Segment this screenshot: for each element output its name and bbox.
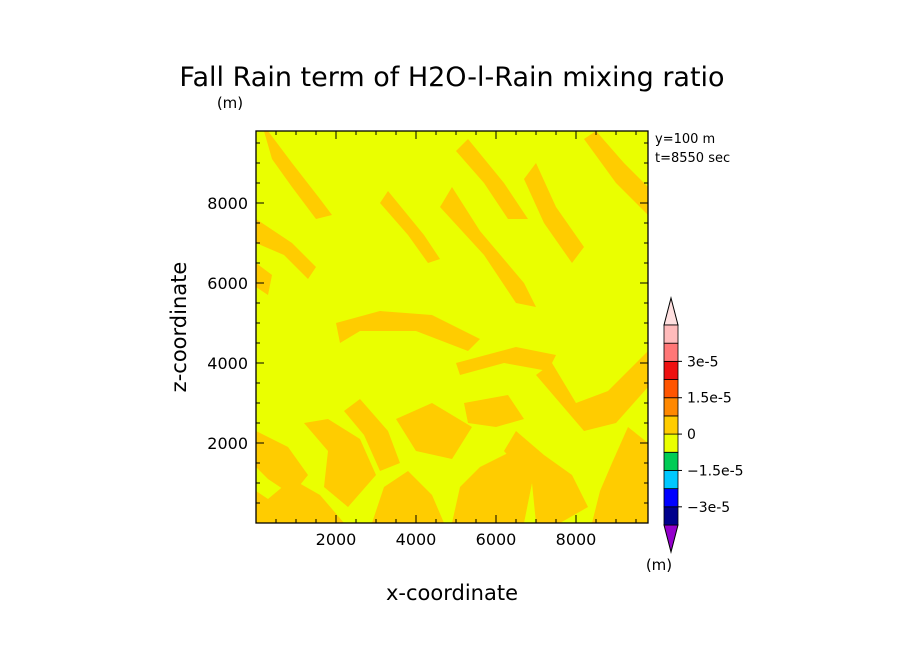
colorbar-swatch [663, 470, 679, 490]
colorbar-swatch [663, 360, 679, 380]
field-patch [380, 191, 440, 263]
x-axis-label: x-coordinate [386, 581, 518, 605]
colorbar-label: −3e-5 [687, 500, 730, 516]
field-patch [504, 431, 588, 523]
plot-frame [255, 130, 649, 524]
annotation-y: y=100 m [655, 132, 715, 147]
field-patch [264, 131, 332, 219]
colorbar-label: 1.5e-5 [687, 391, 732, 407]
y-tick-label: 2000 [207, 434, 248, 453]
field-patch [336, 311, 480, 351]
colorbar: 3e-5 1.5e-5 0 −1.5e-5 −3e-5 [663, 296, 744, 554]
field-patch [256, 263, 272, 295]
colorbar-swatch [663, 397, 679, 417]
colorbar-label: 0 [687, 427, 696, 443]
y-tick-label: 6000 [207, 274, 248, 293]
x-tick-label: 4000 [396, 530, 437, 549]
y-tick-label: 4000 [207, 354, 248, 373]
field-patch [524, 163, 584, 263]
y-tick-label: 8000 [207, 194, 248, 213]
field-patch [256, 219, 316, 279]
field-patch [304, 419, 376, 507]
colorbar-label: 3e-5 [687, 354, 718, 370]
field-patch [376, 499, 416, 523]
chart-title: Fall Rain term of H2O-l-Rain mixing rati… [179, 62, 724, 93]
field-patch [584, 131, 648, 215]
x-tick-label: 6000 [476, 530, 517, 549]
field-patch [256, 431, 308, 495]
colorbar-swatch [663, 379, 679, 399]
y-axis-label: z-coordinate [167, 262, 191, 393]
x-tick-label: 8000 [556, 530, 597, 549]
field-patch [536, 351, 648, 431]
field-patch [592, 427, 648, 523]
colorbar-swatch [663, 433, 679, 453]
units-label: (m) [217, 94, 243, 112]
field-patch [452, 451, 532, 523]
field-patch [464, 395, 524, 427]
y-axis: 2000 4000 6000 8000 [207, 142, 648, 504]
colorbar-label: −1.5e-5 [687, 463, 744, 479]
colorbar-units-label: (m) [646, 556, 672, 574]
x-tick-label: 2000 [316, 530, 357, 549]
colorbar-swatch [663, 488, 679, 508]
colorbar-swatch [663, 342, 679, 362]
colorbar-swatch [663, 415, 679, 435]
field-patch [256, 479, 344, 523]
field-patches [256, 131, 648, 523]
x-axis: 2000 4000 6000 8000 [275, 131, 637, 549]
field-patch [440, 187, 536, 307]
colorbar-swatch [663, 506, 679, 526]
colorbar-swatch [663, 324, 679, 344]
field-patch [344, 399, 400, 471]
colorbar-upper-arrow [663, 296, 679, 326]
field-patch [456, 347, 556, 375]
field-patch [396, 403, 472, 459]
colorbar-lower-arrow [663, 524, 679, 554]
field-patch [456, 139, 528, 219]
colorbar-swatch [663, 451, 679, 471]
annotation-t: t=8550 sec [655, 151, 730, 166]
plot-area [255, 130, 649, 524]
